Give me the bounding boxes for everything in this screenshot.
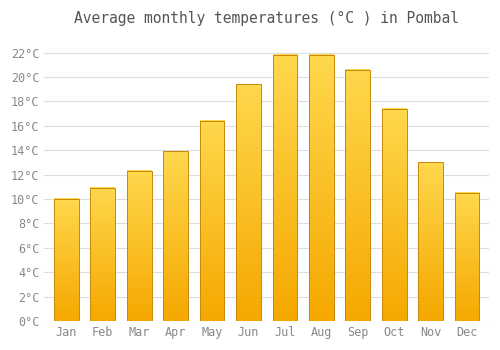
Bar [346,70,370,321]
Bar [382,109,406,321]
Bar [127,171,152,321]
Bar [163,152,188,321]
Bar [309,55,334,321]
Bar [236,84,261,321]
Bar [272,55,297,321]
Bar [90,188,115,321]
Bar [454,193,479,321]
Bar [54,199,78,321]
Bar [418,162,443,321]
Title: Average monthly temperatures (°C ) in Pombal: Average monthly temperatures (°C ) in Po… [74,11,459,26]
Bar [200,121,224,321]
